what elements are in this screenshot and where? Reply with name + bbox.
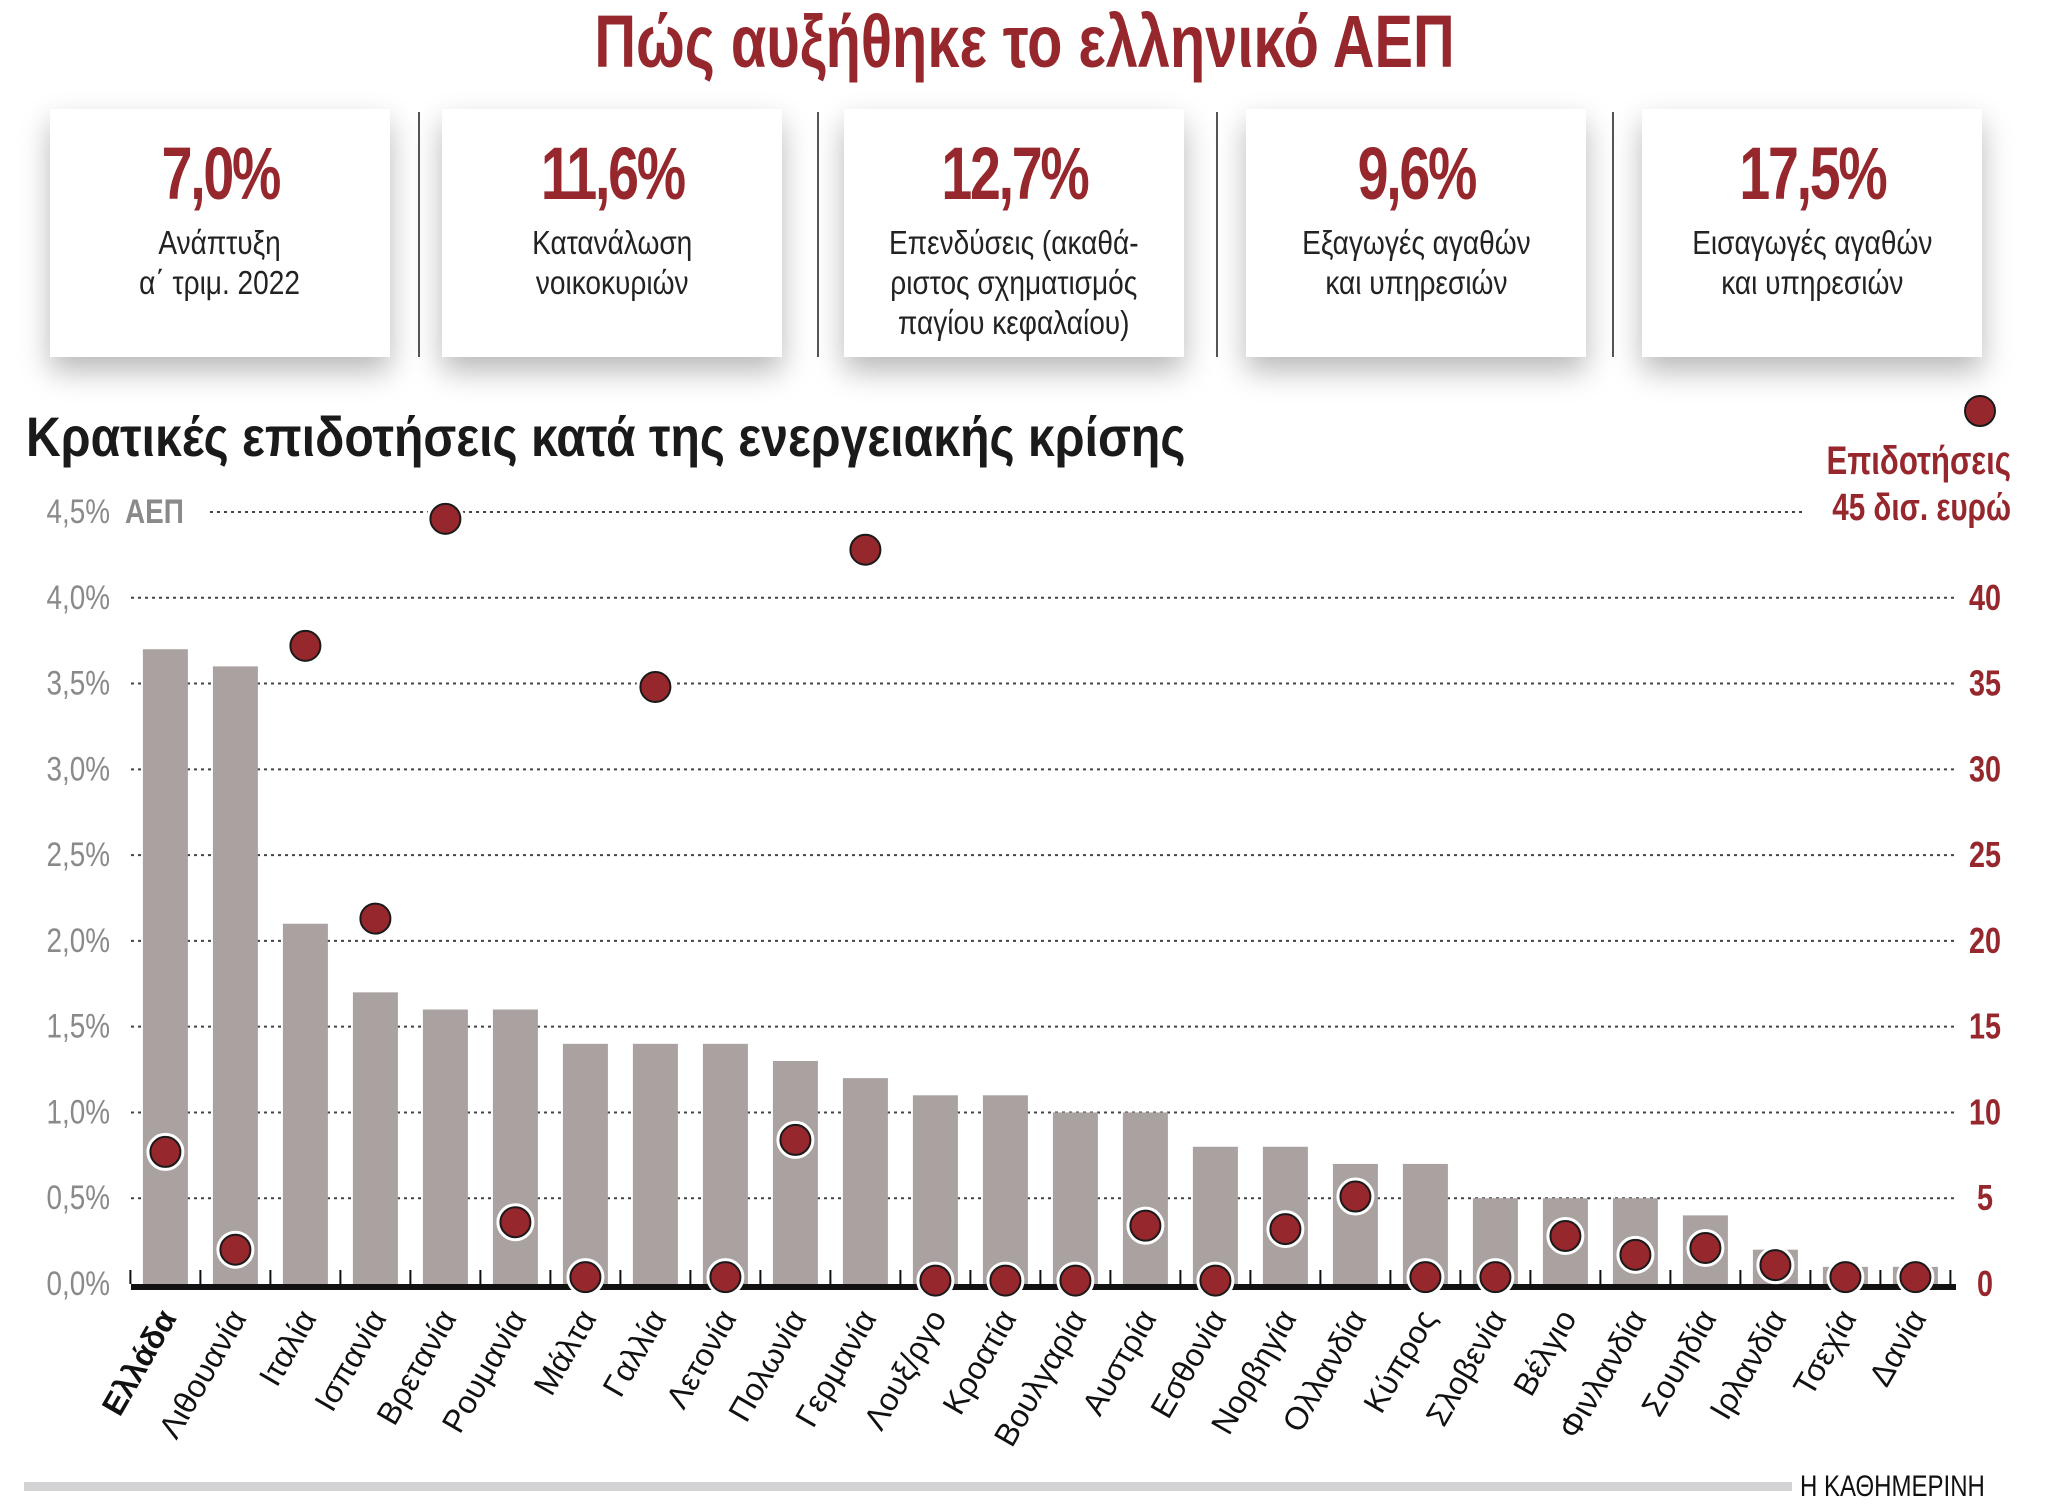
bar: [842, 1078, 888, 1284]
stat-value: 12,7%: [940, 132, 1089, 215]
left-tick-label: 0,5%: [46, 1179, 110, 1217]
right-tick-label: 30: [1969, 748, 2001, 789]
subsidy-dot: [1199, 1264, 1232, 1297]
subsidy-dot: [1409, 1261, 1442, 1294]
subsidy-dot: [499, 1206, 532, 1239]
subsidy-dot: [989, 1264, 1022, 1297]
legend-unit-label: 45 δισ. ευρώ: [1832, 487, 2011, 529]
stat-value: 17,5%: [1738, 132, 1887, 215]
stat-value: 7,0%: [161, 132, 281, 215]
left-tick-label: 4,5%: [46, 492, 110, 530]
stat-label: Κατανάλωση νοικοκυριών: [531, 224, 693, 301]
stat-label: Επενδύσεις (ακαθά- ριστος σχηματισμός πα…: [889, 224, 1139, 341]
stat-card-imports: 17,5% Εισαγωγές αγαθών και υπηρεσιών: [1642, 109, 1982, 357]
stat-card-investment: 12,7% Επενδύσεις (ακαθά- ριστος σχηματισ…: [844, 109, 1184, 357]
subsidy-dot: [1759, 1249, 1792, 1282]
bar: [1122, 1112, 1168, 1284]
divider: [1612, 112, 1614, 357]
stat-value: 11,6%: [540, 132, 685, 215]
left-axis-label: ΑΕΠ: [125, 492, 184, 530]
subsidy-dot: [429, 502, 462, 535]
right-tick-label: 25: [1969, 834, 2001, 875]
subsidy-dot: [1689, 1231, 1722, 1264]
category-label: Βέλγιο: [1506, 1304, 1583, 1402]
bar: [282, 923, 328, 1284]
subsidy-dot: [639, 670, 672, 703]
right-tick-label: 10: [1969, 1091, 2001, 1132]
right-tick-label: 5: [1977, 1177, 1993, 1218]
right-tick-label: 40: [1969, 577, 2001, 618]
bar: [562, 1043, 608, 1284]
subsidy-dot: [1899, 1261, 1932, 1294]
bar: [632, 1043, 678, 1284]
subsidy-dot: [1619, 1238, 1652, 1271]
subsidy-dot: [779, 1123, 812, 1156]
subsidy-dot: [849, 533, 882, 566]
subsidy-dot: [1059, 1264, 1092, 1297]
bar: [212, 666, 258, 1284]
bar: [772, 1060, 818, 1284]
stat-card-growth: 7,0% Ανάπτυξη α΄ τριμ. 2022: [50, 109, 390, 357]
left-tick-label: 1,5%: [46, 1007, 110, 1045]
subsidy-dot: [149, 1135, 182, 1168]
left-tick-label: 3,0%: [46, 750, 110, 788]
subsidy-dot: [289, 629, 322, 662]
subsidy-dot: [359, 902, 392, 935]
bar: [142, 649, 188, 1284]
main-title: Πώς αυξήθηκε το ελληνικό ΑΕΠ: [593, 0, 1455, 83]
stat-value: 9,6%: [1357, 132, 1477, 215]
stat-label: Εισαγωγές αγαθών και υπηρεσιών: [1691, 224, 1933, 301]
bar: [1052, 1112, 1098, 1284]
bar: [982, 1095, 1028, 1284]
bar: [912, 1095, 958, 1284]
left-tick-label: 2,5%: [46, 835, 110, 873]
chart-title: Κρατικές επιδοτήσεις κατά της ενεργειακή…: [26, 405, 1186, 468]
stat-label: Ανάπτυξη α΄ τριμ. 2022: [139, 224, 301, 301]
bar: [352, 992, 398, 1284]
subsidy-dot: [1269, 1213, 1302, 1246]
subsidy-dot: [1129, 1209, 1162, 1242]
right-tick-label: 0: [1977, 1263, 1993, 1304]
stat-card-consumption: 11,6% Κατανάλωση νοικοκυριών: [442, 109, 782, 357]
subsidy-dot: [709, 1261, 742, 1294]
divider: [1216, 112, 1218, 357]
subsidy-dot: [1339, 1180, 1372, 1213]
category-label: Τσεχία: [1786, 1304, 1863, 1402]
subsidy-dot: [1549, 1219, 1582, 1252]
bar: [1192, 1146, 1238, 1284]
subsidy-dot: [1479, 1261, 1512, 1294]
footer-bar: [24, 1482, 1792, 1491]
divider: [817, 112, 819, 357]
subsidy-dot: [1829, 1261, 1862, 1294]
left-tick-label: 0,0%: [46, 1264, 110, 1302]
subsidy-dot: [219, 1233, 252, 1266]
category-label: Γαλλία: [595, 1304, 673, 1403]
bar: [492, 1009, 538, 1284]
category-label: Δανία: [1862, 1304, 1934, 1393]
bar: [702, 1043, 748, 1284]
stat-card-exports: 9,6% Εξαγωγές αγαθών και υπηρεσιών: [1246, 109, 1586, 357]
bar: [422, 1009, 468, 1284]
subsidy-dot: [569, 1261, 602, 1294]
legend-dot: [1964, 395, 1996, 427]
category-label: Μάλτα: [526, 1304, 603, 1402]
right-tick-label: 20: [1969, 920, 2001, 961]
right-tick-label: 15: [1969, 1006, 2001, 1047]
category-label: Ιταλία: [252, 1304, 324, 1392]
left-tick-label: 4,0%: [46, 578, 110, 616]
right-tick-label: 35: [1969, 662, 2001, 703]
subsidy-dot: [919, 1264, 952, 1297]
stat-label: Εξαγωγές αγαθών και υπηρεσιών: [1301, 224, 1531, 301]
divider: [418, 112, 420, 357]
left-tick-label: 3,5%: [46, 664, 110, 702]
legend-label: Επιδοτήσεις: [1827, 438, 2011, 483]
brand-logo: Η ΚΑΘΗΜΕΡΙΝΗ: [1800, 1470, 1985, 1503]
left-tick-label: 1,0%: [46, 1093, 110, 1131]
left-tick-label: 2,0%: [46, 921, 110, 959]
